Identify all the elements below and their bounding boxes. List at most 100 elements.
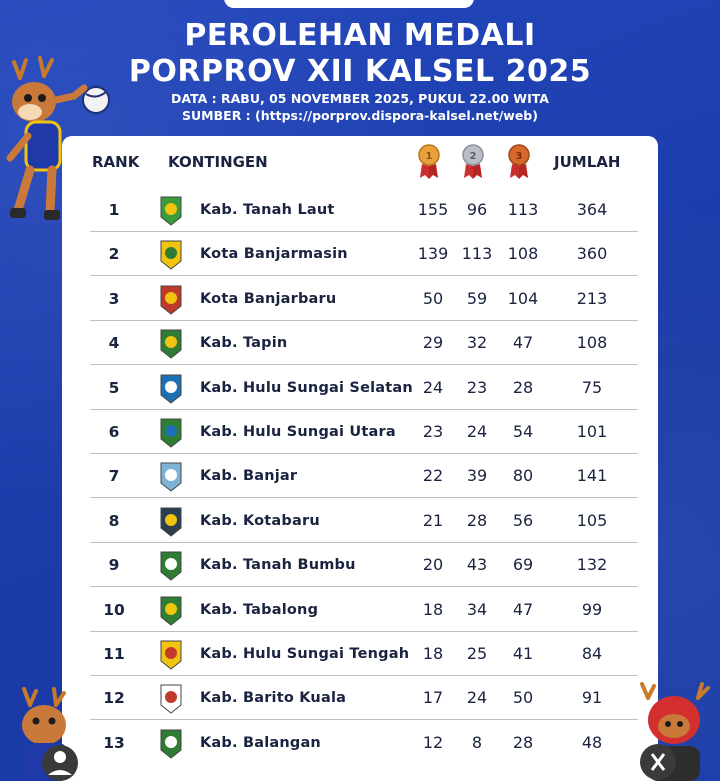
bronze-count: 28	[512, 732, 534, 752]
gold-count: 24	[422, 377, 444, 397]
mascot-deer-bottom-right-icon	[640, 682, 710, 781]
svg-text:2: 2	[470, 151, 477, 162]
bronze-count: 104	[507, 288, 539, 308]
kontingen-logo-icon	[160, 684, 182, 715]
total-count: 132	[576, 555, 608, 575]
svg-text:3: 3	[516, 151, 523, 162]
kontingen-logo-icon	[160, 240, 182, 271]
silver-count: 28	[466, 510, 488, 530]
total-count: 75	[581, 377, 603, 397]
gold-medal-icon: 1	[418, 144, 440, 179]
svg-text:1: 1	[426, 151, 433, 162]
silver-count: 43	[466, 555, 488, 575]
total-count: 141	[576, 466, 608, 486]
row-divider	[90, 630, 638, 632]
rank-cell: 6	[108, 423, 120, 441]
table-header: RANK KONTINGEN 1 2 3 JUMLAH	[62, 136, 658, 188]
gold-count: 12	[422, 732, 444, 752]
rank-cell: 5	[108, 378, 120, 397]
table-row: 5 Kab. Hulu Sungai Selatan 24 23 28 75	[62, 366, 658, 410]
bronze-count: 80	[512, 466, 534, 486]
kontingen-logo-icon	[160, 462, 182, 493]
gold-count: 17	[422, 688, 444, 708]
row-divider	[90, 408, 638, 410]
header-contingent: KONTINGEN	[168, 153, 268, 171]
page-title: PEROLEHAN MEDALI PORPROV XII KALSEL 2025	[0, 18, 720, 90]
table-row: 6 Kab. Hulu Sungai Utara 23 24 54 101	[62, 410, 658, 454]
gold-count: 18	[422, 599, 444, 619]
bronze-count: 50	[512, 688, 534, 708]
kontingen-name: Kab. Hulu Sungai Utara	[200, 424, 396, 440]
gold-count: 29	[422, 333, 444, 353]
kontingen-name: Kab. Tabalong	[200, 601, 319, 618]
row-divider	[90, 719, 638, 721]
bronze-count: 108	[507, 244, 539, 264]
rank-cell: 8	[108, 511, 120, 530]
gold-count: 18	[422, 644, 444, 663]
row-divider	[90, 541, 638, 543]
rank-cell: 11	[103, 645, 125, 663]
bronze-medal-icon: 3	[508, 144, 530, 179]
row-divider	[90, 231, 638, 232]
top-tab	[224, 0, 474, 8]
rank-cell: 9	[108, 556, 120, 575]
mascot-deer-bottom-left-icon	[22, 687, 78, 781]
silver-count: 23	[466, 377, 488, 397]
source-line: SUMBER : (https://porprov.dispora-kalsel…	[182, 108, 538, 123]
kontingen-name: Kab. Tapin	[200, 335, 288, 352]
gold-count: 23	[422, 422, 444, 441]
table-row: 2 Kota Banjarmasin 139 113 108 360	[62, 232, 658, 277]
silver-count: 39	[466, 466, 488, 486]
bronze-count: 41	[512, 644, 534, 663]
bronze-count: 47	[512, 333, 534, 353]
bronze-count: 113	[507, 200, 539, 219]
kontingen-name: Kota Banjarmasin	[200, 246, 348, 263]
row-divider	[90, 275, 638, 277]
silver-count: 8	[471, 732, 483, 752]
rank-cell: 3	[108, 289, 120, 308]
total-count: 108	[576, 333, 608, 353]
total-count: 101	[576, 422, 608, 441]
data-date-line: DATA : RABU, 05 NOVEMBER 2025, PUKUL 22.…	[171, 91, 549, 106]
kontingen-logo-icon	[160, 551, 182, 581]
total-count: 91	[581, 688, 603, 708]
title-line-2: PORPROV XII KALSEL 2025	[128, 54, 592, 89]
rank-cell: 12	[103, 689, 125, 708]
total-count: 213	[576, 288, 608, 308]
mascot-deer-icon	[6, 56, 110, 220]
rank-cell: 1	[108, 201, 120, 219]
silver-count: 96	[466, 200, 488, 219]
kontingen-name: Kab. Hulu Sungai Tengah	[200, 646, 410, 662]
rank-cell: 10	[103, 600, 125, 619]
total-count: 364	[576, 200, 608, 219]
kontingen-name: Kab. Balangan	[200, 734, 321, 751]
kontingen-name: Kab. Kotabaru	[200, 512, 320, 529]
table-row: 12 Kab. Barito Kuala 17 24 50 91	[62, 676, 658, 721]
table-row: 10 Kab. Tabalong 18 34 47 99	[62, 588, 658, 632]
header-rank: RANK	[92, 153, 140, 171]
gold-count: 21	[422, 510, 444, 530]
kontingen-logo-icon	[160, 196, 182, 226]
bronze-count: 28	[512, 377, 534, 397]
silver-count: 113	[461, 244, 493, 264]
table-row: 8 Kab. Kotabaru 21 28 56 105	[62, 499, 658, 543]
table-row: 13 Kab. Balangan 12 8 28 48	[62, 721, 658, 765]
kontingen-logo-icon	[160, 729, 182, 759]
gold-count: 50	[422, 288, 444, 308]
total-count: 360	[576, 244, 608, 264]
row-divider	[90, 364, 638, 366]
table-row: 4 Kab. Tapin 29 32 47 108	[62, 321, 658, 366]
table-row: 9 Kab. Tanah Bumbu 20 43 69 132	[62, 543, 658, 588]
gold-count: 139	[417, 244, 449, 264]
table-row: 3 Kota Banjarbaru 50 59 104 213	[62, 277, 658, 321]
total-count: 99	[581, 599, 603, 619]
table-row: 1 Kab. Tanah Laut 155 96 113 364	[62, 188, 658, 232]
medal-table: RANK KONTINGEN 1 2 3 JUMLAH 1 Kab. Tanah	[62, 136, 658, 781]
bronze-count: 54	[512, 422, 534, 441]
kontingen-logo-icon	[160, 374, 182, 404]
bronze-count: 47	[512, 599, 534, 619]
silver-count: 32	[466, 333, 488, 353]
total-count: 84	[581, 644, 603, 663]
title-line-1: PEROLEHAN MEDALI	[184, 18, 536, 53]
rank-cell: 7	[108, 467, 120, 486]
